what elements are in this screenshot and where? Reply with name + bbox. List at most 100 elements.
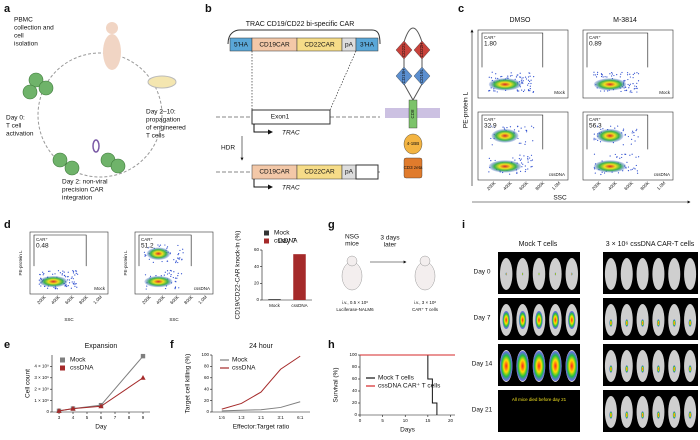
event-dot [66,285,68,288]
x-tick-label: 400K [502,180,513,191]
x-tick-label: 10 [403,418,409,423]
event-dot [522,82,524,84]
injection-label: i.v., 0.5 × 10⁶ [342,300,368,305]
event-dot [532,127,535,129]
y-tick-label: 100 [201,352,209,357]
event-dot [616,156,618,158]
signal [688,411,692,419]
event-dot [602,128,604,130]
event-dot [74,285,76,287]
signal [568,311,576,329]
event-dot [629,154,631,156]
event-dot [629,91,631,93]
gate [138,234,192,267]
legend-label: cssDNA [232,365,256,372]
mouse-image [636,258,649,290]
event-dot [614,127,616,129]
sample-label: Mock [554,90,566,95]
mouse-image [652,258,665,290]
series-line [58,377,144,412]
signal [609,365,613,373]
density [491,129,519,143]
bar [293,254,306,300]
axis-label: PE-protein L [463,92,470,129]
sample-label: cssDNA [194,286,210,291]
event-dot [519,154,521,156]
event-dot [179,249,181,252]
event-dot [634,85,636,87]
event-dot [627,166,630,168]
event-dot [506,77,508,79]
event-dot [163,274,165,276]
event-dot [43,273,45,275]
event-dot [519,76,521,78]
x-tick-label: 800K [183,294,194,305]
event-dot [158,245,160,247]
event-dot [527,168,529,170]
event-dot [178,253,180,255]
step-label: T cells [146,133,165,140]
event-dot [181,259,183,261]
event-dot [527,89,530,91]
sample-label: Mock [659,90,671,95]
event-dot [63,271,65,273]
event-dot [61,273,63,275]
event-dot [512,157,514,159]
signal [672,319,676,327]
event-dot [527,157,529,159]
event-dot [521,82,523,84]
gate-label: CAR⁺ [36,237,49,242]
event-dot [513,129,516,131]
event-dot [610,75,613,77]
signal [549,351,562,381]
event-dot [624,79,626,82]
event-dot [177,272,179,274]
event-dot [529,90,531,92]
panel-label: f [170,339,174,351]
density [488,78,522,91]
signal [609,319,613,327]
sample-label: cssDNA [549,172,565,177]
legend-label: Mock [70,357,86,364]
event-dot [627,74,629,76]
event-dot [70,287,72,289]
signal [625,411,629,419]
event-dot [524,143,526,145]
event-dot [519,159,522,161]
event-dot [500,76,502,78]
signal [518,311,527,329]
event-dot [74,270,77,272]
event-dot [520,142,522,144]
locus-label: TRAC [282,130,300,137]
event-dot [532,140,534,142]
event-dot [501,75,503,78]
x-tick-label: 1.0M [197,294,208,305]
x-tick-label: 200K [486,180,497,191]
step-label: collection and [14,25,54,32]
density [144,276,173,288]
signal [532,351,546,381]
event-dot [172,276,174,279]
event-dot [494,90,496,92]
mouse-head [346,255,358,267]
domain [413,66,431,86]
event-dot [527,156,529,158]
mouse-image [620,258,633,290]
day-label: Day 0 [474,269,491,276]
x-tick-label: 800K [639,180,650,191]
event-dot [633,167,635,169]
event-dot [155,275,157,277]
event-dot [166,246,169,248]
gate-label: CAR⁺ [484,35,497,40]
bar [268,299,281,300]
step-label: T cell [6,123,22,130]
event-dot [520,76,522,78]
x-tick-label: 400K [607,180,618,191]
segment-label: 3'HA [360,42,375,49]
event-dot [521,78,523,80]
event-dot [629,76,631,78]
series-line [221,355,301,410]
event-dot [624,86,627,88]
gate-percent: 51.2 [141,243,154,250]
